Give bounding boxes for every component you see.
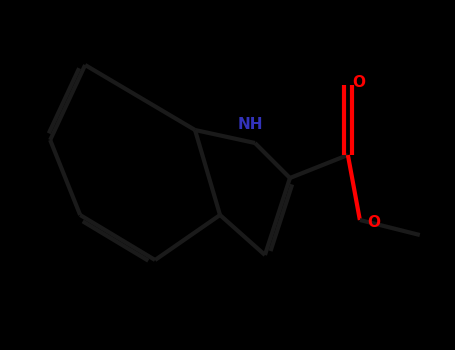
Text: O: O: [367, 215, 380, 230]
Text: O: O: [353, 75, 366, 90]
Text: NH: NH: [238, 117, 263, 132]
